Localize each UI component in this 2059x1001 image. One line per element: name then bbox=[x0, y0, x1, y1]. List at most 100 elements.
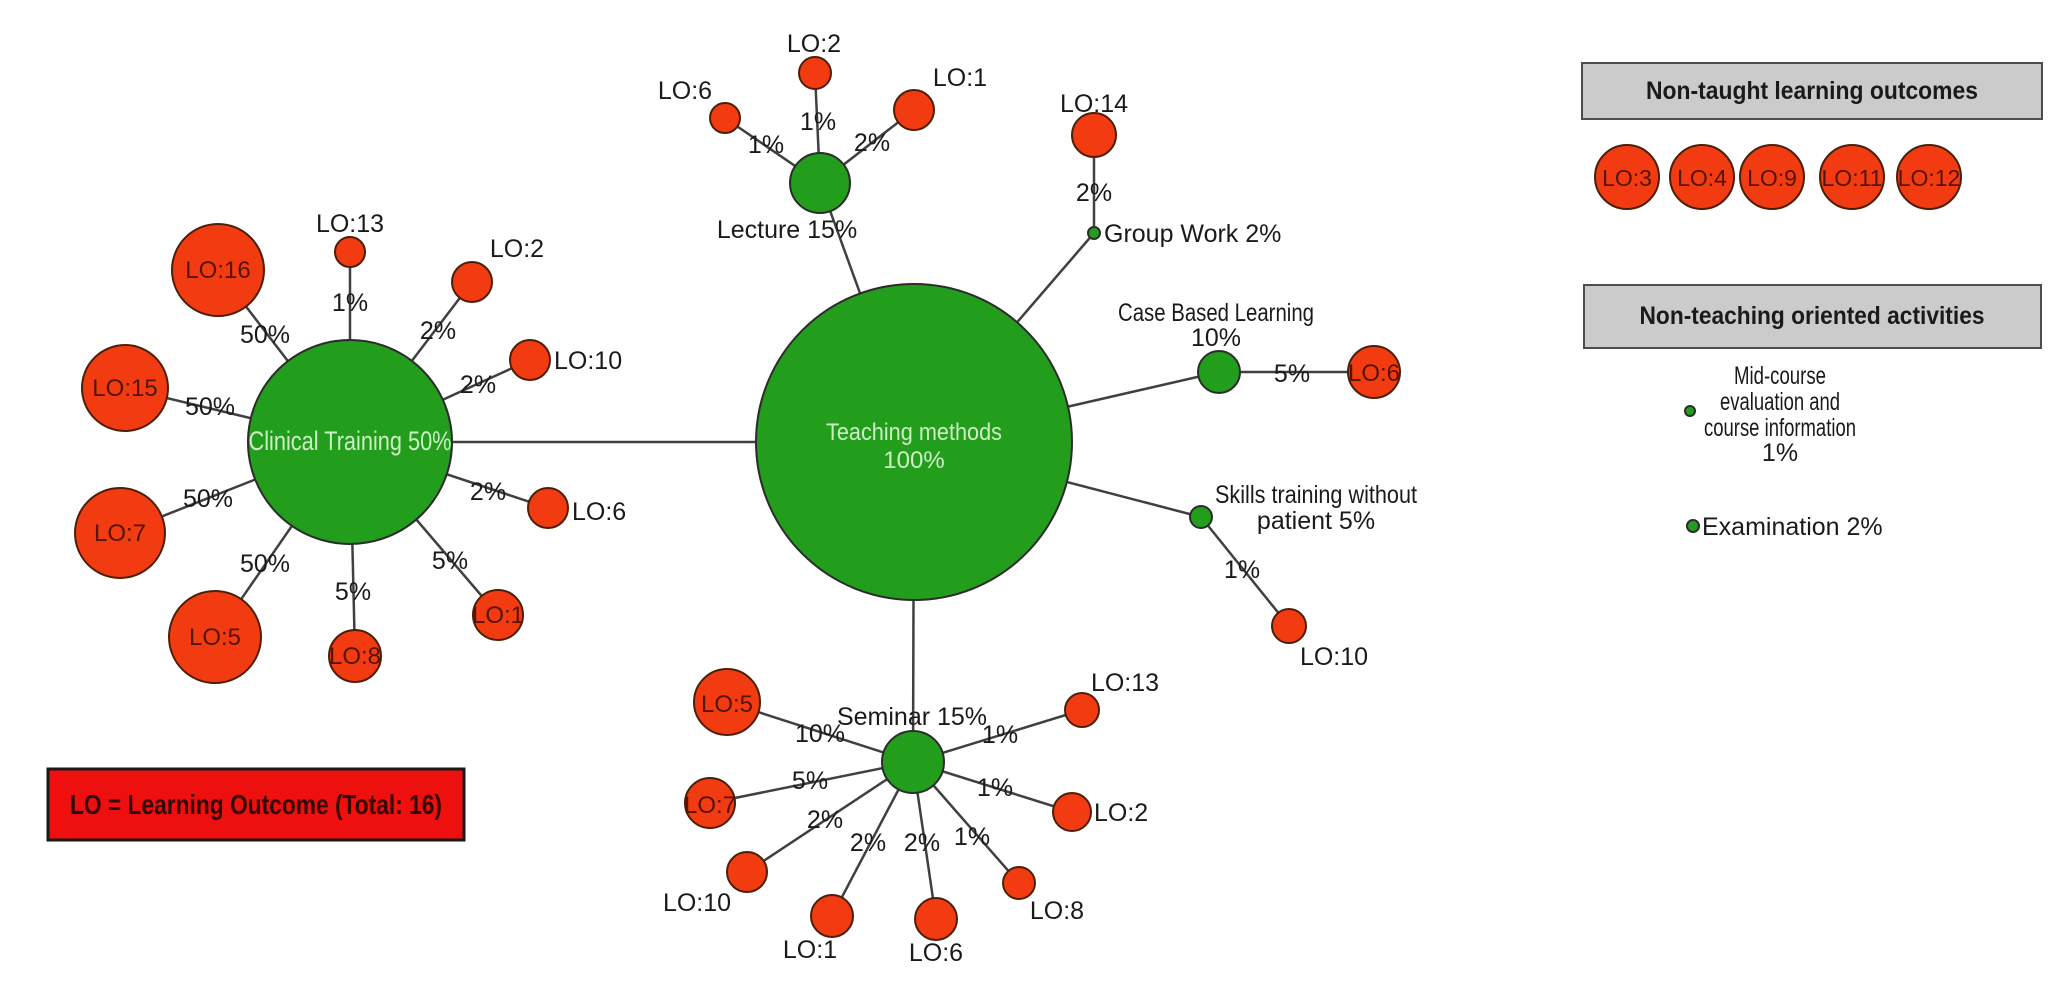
node-clinical-lo15 bbox=[81, 344, 169, 432]
node-clinical-lo6 bbox=[527, 487, 569, 529]
legend-lo12-label: LO:12 bbox=[1898, 165, 1961, 191]
key-box-label: LO = Learning Outcome (Total: 16) bbox=[70, 789, 442, 820]
legend-non-taught-title: Non-taught learning outcomes bbox=[1646, 77, 1978, 105]
node-seminar-lo5 bbox=[693, 668, 761, 736]
clinical-lo16-pct: 50% bbox=[240, 321, 290, 349]
lecture-lo6-label: LO:6 bbox=[658, 77, 712, 105]
legend-non-teaching: Non-teaching oriented activities Mid-cou… bbox=[1583, 284, 2042, 541]
node-seminar-lo7 bbox=[684, 777, 736, 829]
node-group-work-lo14 bbox=[1071, 112, 1117, 158]
clinical-lo1-pct: 5% bbox=[432, 547, 468, 575]
clinical-lo8-label: LO:8 bbox=[329, 643, 381, 670]
node-seminar-lo1 bbox=[810, 894, 854, 938]
skills-label-line1: Skills training without bbox=[1215, 481, 1417, 509]
node-skills-lo10 bbox=[1271, 608, 1307, 644]
node-lecture-lo1 bbox=[893, 89, 935, 131]
legend-lo9-label: LO:9 bbox=[1747, 165, 1797, 191]
mid-course-line2: evaluation and bbox=[1720, 388, 1840, 416]
clinical-lo1-label: LO:1 bbox=[472, 602, 524, 629]
seminar-lo10-pct: 2% bbox=[807, 806, 843, 834]
node-seminar-lo10 bbox=[726, 851, 768, 893]
seminar-lo1-pct: 2% bbox=[850, 829, 886, 857]
node-lecture-lo6 bbox=[709, 102, 741, 134]
case-based-label-line2: 10% bbox=[1191, 324, 1241, 352]
teaching-methods-label-line1: Teaching methods bbox=[826, 419, 1002, 446]
seminar-label: Seminar 15% bbox=[837, 703, 987, 731]
clinical-lo13-label: LO:13 bbox=[316, 210, 384, 238]
legend-lo11-label: LO:11 bbox=[1822, 165, 1883, 191]
clinical-lo5-label: LO:5 bbox=[189, 624, 241, 651]
seminar-lo13-label: LO:13 bbox=[1091, 669, 1159, 697]
examination-label: Examination 2% bbox=[1702, 513, 1883, 541]
clinical-pct-labels: 50% 1% 2% 2% 50% 50% 50% 5% 5% 2% bbox=[183, 289, 506, 606]
method-nodes bbox=[247, 152, 1241, 794]
clinical-lo2-pct: 2% bbox=[420, 317, 456, 345]
lecture-lo-labels: LO:6 LO:2 LO:1 1% 1% 2% bbox=[658, 30, 987, 159]
clinical-lo6-label: LO:6 bbox=[572, 498, 626, 526]
group-work-label: Group Work 2% bbox=[1104, 220, 1281, 248]
legend-lo3-label: LO:3 bbox=[1602, 165, 1652, 191]
edge-seminar-lo10 bbox=[746, 760, 914, 874]
lecture-lo2-pct: 1% bbox=[800, 108, 836, 136]
seminar-lo7-pct: 5% bbox=[792, 767, 828, 795]
seminar-lo8-label: LO:8 bbox=[1030, 897, 1084, 925]
node-clinical-lo2 bbox=[451, 261, 493, 303]
node-legend-lo11 bbox=[1819, 144, 1885, 210]
legend-non-taught: Non-taught learning outcomes LO:3 LO:4 L… bbox=[1581, 62, 2043, 210]
node-seminar-lo13 bbox=[1064, 692, 1100, 728]
node-lecture-lo2 bbox=[798, 56, 832, 90]
mid-course-line1: Mid-course bbox=[1734, 362, 1826, 390]
legend-non-teaching-box bbox=[1583, 284, 2042, 349]
edge-skills-lo10 bbox=[1200, 516, 1290, 627]
node-skills-training bbox=[1189, 505, 1213, 529]
clinical-lo10-pct: 2% bbox=[460, 371, 496, 399]
lecture-lo1-label: LO:1 bbox=[933, 64, 987, 92]
clinical-lo7-label: LO:7 bbox=[94, 520, 146, 547]
mid-course-line4: 1% bbox=[1762, 439, 1798, 467]
lecture-lo2-label: LO:2 bbox=[787, 30, 841, 58]
seminar-lo5-pct: 10% bbox=[795, 720, 845, 748]
mid-course-line3: course information bbox=[1704, 414, 1856, 442]
clinical-lo15-pct: 50% bbox=[185, 393, 235, 421]
method-labels: Teaching methods 100% Clinical Training … bbox=[249, 216, 1418, 731]
lecture-lo6-pct: 1% bbox=[748, 131, 784, 159]
seminar-lo-labels: LO:5 LO:7 LO:10 LO:1 LO:6 LO:8 LO:2 LO:1… bbox=[663, 669, 1159, 967]
clinical-lo8-pct: 5% bbox=[335, 578, 371, 606]
case-based-label-line1: Case Based Learning bbox=[1118, 299, 1314, 327]
case-based-lo6-pct: 5% bbox=[1274, 360, 1310, 388]
key-box: LO = Learning Outcome (Total: 16) bbox=[46, 767, 466, 842]
node-case-based-lo6 bbox=[1347, 345, 1401, 399]
lecture-label: Lecture 15% bbox=[717, 216, 857, 244]
node-clinical-lo7 bbox=[74, 487, 166, 579]
edge-seminar-lo7 bbox=[709, 760, 914, 805]
seminar-lo8-pct: 1% bbox=[954, 823, 990, 851]
clinical-lo16-label: LO:16 bbox=[185, 257, 250, 284]
seminar-lo2-label: LO:2 bbox=[1094, 799, 1148, 827]
seminar-pct-labels: 10% 5% 2% 2% 2% 1% 1% 1% bbox=[792, 720, 1018, 857]
clinical-lo5-pct: 50% bbox=[240, 550, 290, 578]
branch-labels: LO:14 2% LO:6 5% LO:10 1% bbox=[1060, 90, 1400, 671]
case-based-lo6-label: LO:6 bbox=[1348, 360, 1400, 387]
node-seminar bbox=[881, 730, 945, 794]
node-seminar-lo8 bbox=[1002, 866, 1036, 900]
clinical-training-label: Clinical Training 50% bbox=[249, 426, 452, 456]
legend-non-teaching-title: Non-teaching oriented activities bbox=[1640, 302, 1985, 330]
seminar-lo13-pct: 1% bbox=[982, 721, 1018, 749]
lecture-lo1-pct: 2% bbox=[854, 129, 890, 157]
seminar-lo1-label: LO:1 bbox=[783, 936, 837, 964]
legend-non-taught-box bbox=[1581, 62, 2043, 120]
node-case-based-learning bbox=[1197, 350, 1241, 394]
seminar-lo7-label: LO:7 bbox=[684, 792, 736, 819]
group-work-lo14-pct: 2% bbox=[1076, 179, 1112, 207]
seminar-lo6-pct: 2% bbox=[904, 829, 940, 857]
teaching-methods-label-line2: 100% bbox=[883, 447, 944, 474]
outcome-nodes bbox=[74, 56, 1401, 941]
skills-lo10-pct: 1% bbox=[1224, 556, 1260, 584]
legend-lo4-label: LO:4 bbox=[1677, 165, 1727, 191]
clinical-lo10-label: LO:10 bbox=[554, 347, 622, 375]
node-clinical-training bbox=[247, 339, 453, 545]
group-work-lo14-label: LO:14 bbox=[1060, 90, 1128, 118]
node-group-work bbox=[1087, 226, 1101, 240]
